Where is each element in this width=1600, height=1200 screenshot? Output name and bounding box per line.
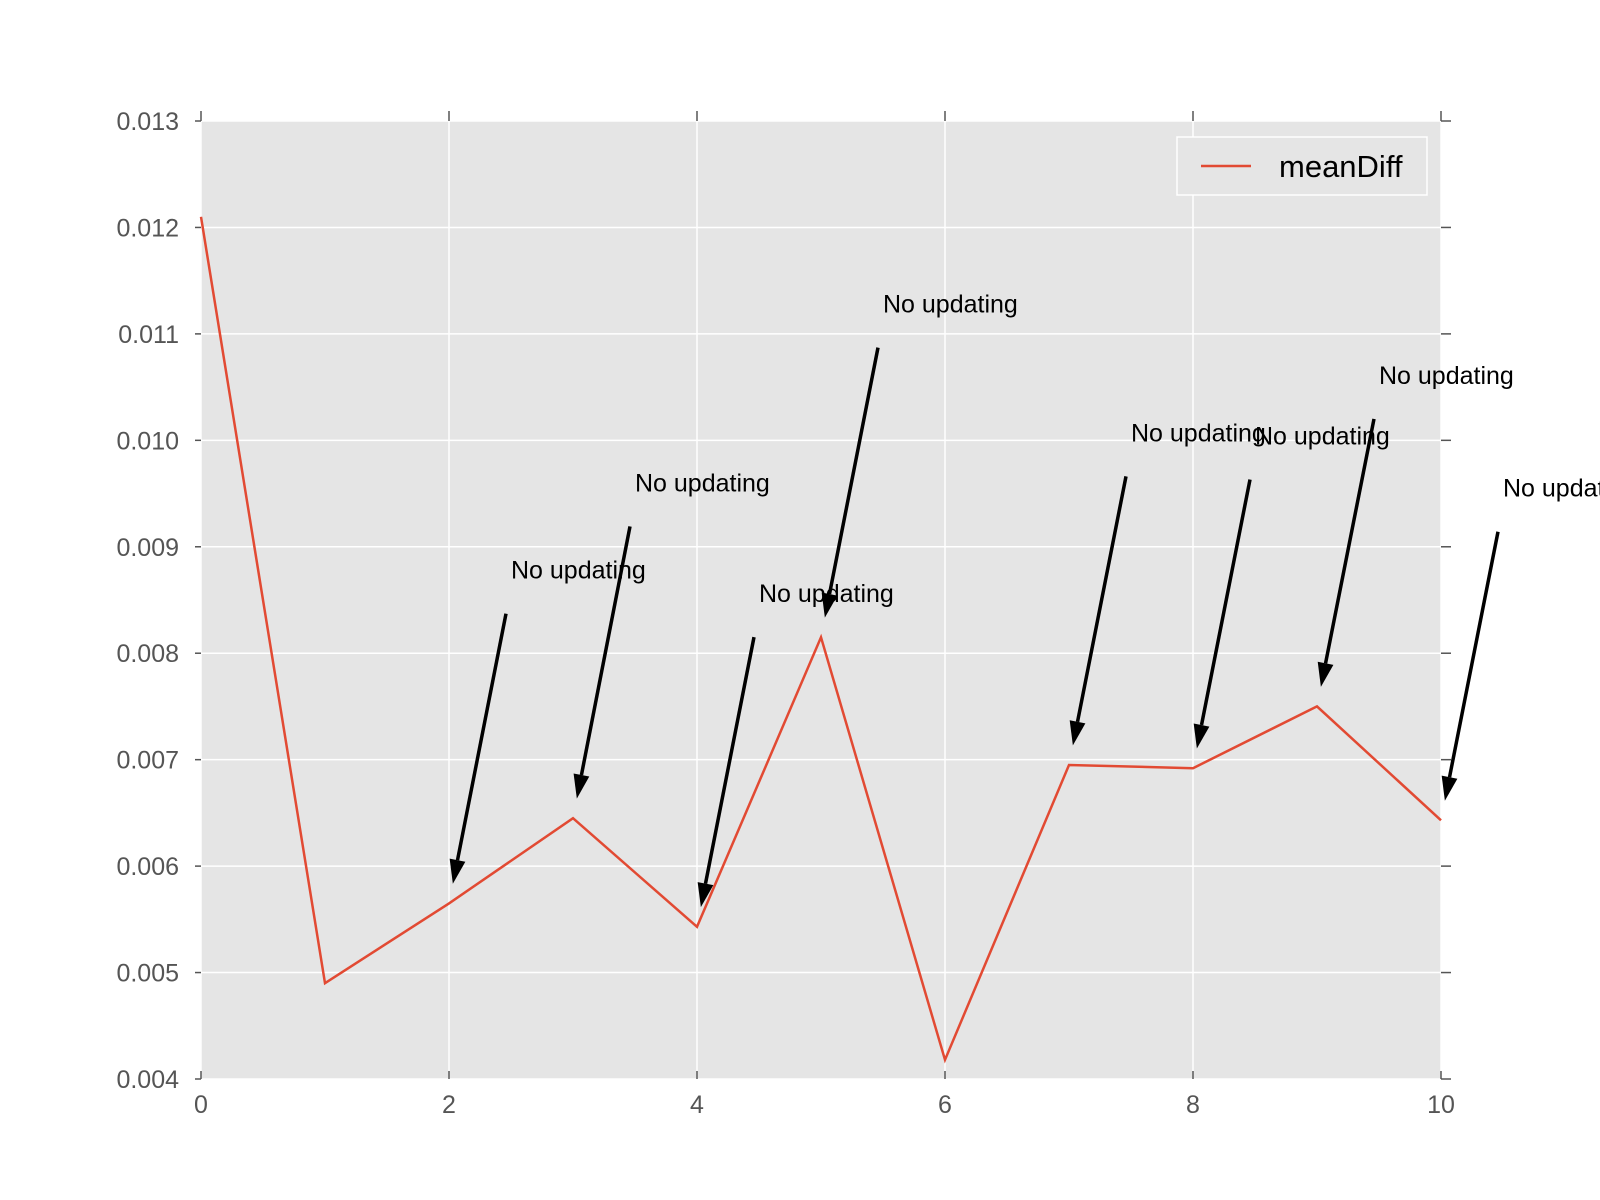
annotation-arrow-head (821, 592, 838, 618)
annotation-arrow-shaft (1447, 531, 1500, 778)
annotation-label: No updating (635, 469, 770, 497)
x-tick-label: 8 (1186, 1091, 1200, 1119)
plot-area (201, 121, 1441, 1079)
x-axis-tick-labels: 0 2 4 6 8 10 (194, 1091, 1455, 1119)
annotation-label: No updating (1379, 362, 1514, 390)
annotation-label: No updating (1131, 419, 1266, 447)
series-line-meandiff (199, 216, 1442, 1064)
annotation-arrow-shaft (455, 613, 508, 861)
annotation-arrow-head (573, 773, 590, 799)
axis-ticks (195, 111, 1451, 1080)
y-tick-label: 0.006 (116, 853, 179, 881)
annotation-label: No updating (511, 557, 646, 585)
annotation-arrow-shaft (1075, 476, 1128, 723)
annotation-arrow-head (449, 858, 466, 884)
annotation-arrow-head (1069, 720, 1086, 746)
annotation-arrow-head (1193, 723, 1210, 749)
series-layer (199, 216, 1442, 1064)
y-tick-label: 0.013 (116, 108, 179, 136)
annotation-arrow-head (1441, 775, 1458, 801)
y-axis-tick-labels: 0.004 0.005 0.006 0.007 0.008 0.009 0.010 0.011… (116, 108, 179, 1094)
x-tick-label: 6 (938, 1091, 952, 1119)
y-tick-label: 0.011 (118, 321, 179, 349)
annotations-layer: No updating No updating No updating No upda… (449, 291, 1600, 908)
x-tick-label: 4 (690, 1091, 704, 1119)
y-tick-label: 0.008 (116, 640, 179, 668)
y-tick-label: 0.005 (116, 960, 179, 988)
annotation-arrow-shaft (703, 636, 756, 884)
legend-label-meandiff: meanDiff (1279, 149, 1403, 184)
y-tick-label: 0.004 (116, 1066, 179, 1094)
annotation-arrow-head (697, 882, 714, 908)
annotation-arrow-shaft (1199, 479, 1252, 726)
annotation-arrow-shaft (827, 347, 880, 595)
annotation-arrow-shaft (579, 526, 632, 776)
y-tick-label: 0.007 (116, 747, 179, 775)
y-tick-label: 0.010 (116, 427, 179, 455)
y-tick-label: 0.009 (116, 534, 179, 562)
annotation-label: No updating (1503, 475, 1600, 503)
annotation-arrow-shaft (1323, 418, 1376, 664)
annotation-arrow-head (1317, 661, 1334, 687)
annotation-label: No updating (883, 291, 1018, 319)
legend: meanDiff (1176, 136, 1428, 196)
x-tick-label: 10 (1427, 1091, 1455, 1119)
grid-lines (200, 120, 1442, 1080)
y-tick-label: 0.012 (116, 214, 179, 242)
x-tick-label: 2 (442, 1091, 456, 1119)
x-tick-label: 0 (194, 1091, 208, 1119)
